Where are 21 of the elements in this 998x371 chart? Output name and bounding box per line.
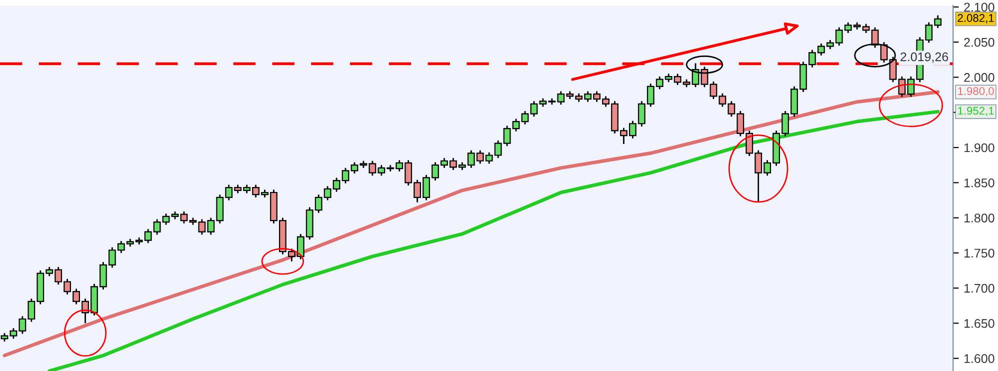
y-tick-label: 2.050 [964, 38, 994, 47]
ref-line-label: 2.019,26 [900, 52, 948, 63]
y-tick-label: 1.600 [964, 354, 994, 364]
text: 1.952,1 [958, 106, 994, 116]
candlestick [342, 167, 350, 184]
candlestick [521, 110, 529, 126]
text: 1.980,0 [958, 87, 994, 96]
y-tick-label: 2.100 [964, 2, 994, 12]
y-tick-label: 1.750 [964, 248, 994, 258]
y-tick-label: 1.900 [964, 143, 994, 152]
candlestick [530, 100, 538, 118]
candlestick [350, 162, 358, 174]
y-tick-label: 1.800 [964, 214, 994, 222]
text: 2.082,1 [958, 14, 994, 24]
line-series [2, 90, 940, 358]
y-tick-label: 1.700 [964, 284, 994, 293]
candlestick [180, 210, 188, 224]
y-tick-label: 1.650 [964, 319, 994, 328]
y-tick-label: 1.850 [964, 178, 994, 188]
y-tick-label: 2.000 [964, 73, 994, 82]
line-series [48, 110, 940, 371]
